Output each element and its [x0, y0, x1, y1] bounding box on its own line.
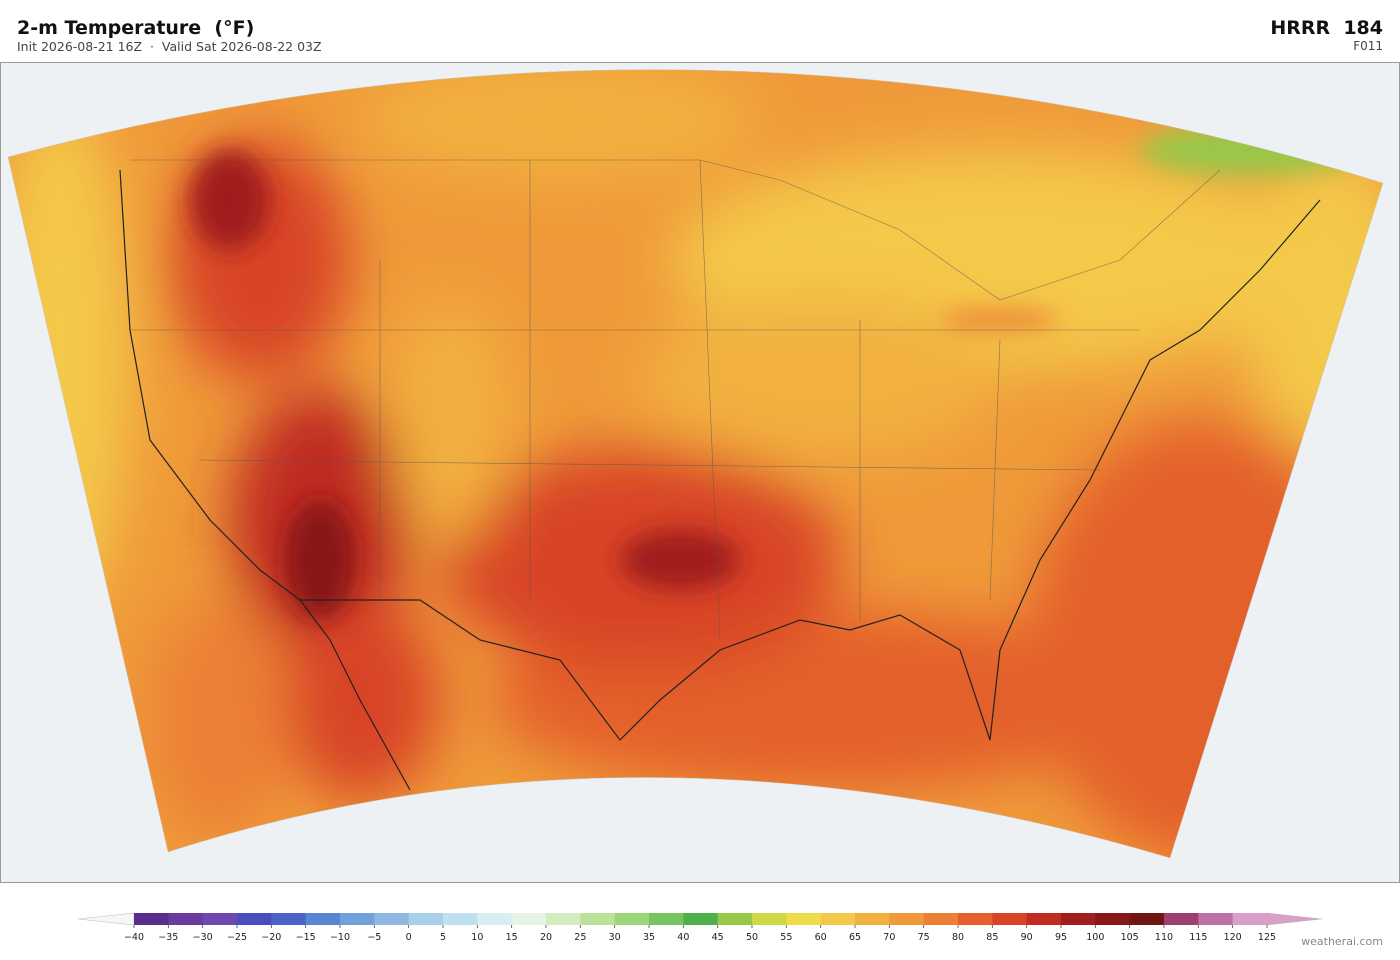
colorbar-cell: [271, 913, 306, 925]
colorbar-tick-label: −35: [158, 932, 178, 943]
colorbar-cell: [923, 913, 959, 925]
colorbar-cell: [683, 913, 718, 925]
colorbar-tick-label: 50: [746, 932, 758, 943]
colorbar-tick-label: −40: [124, 932, 144, 943]
colorbar-tick-label: 125: [1258, 932, 1276, 943]
colorbar-tick-label: −25: [227, 932, 247, 943]
colorbar-cell: [340, 913, 375, 925]
colorbar-tick-label: 100: [1086, 932, 1104, 943]
domain-edge: [7, 69, 1384, 859]
colorbar-tick-label: 65: [849, 932, 861, 943]
credit: weatherai.com: [1301, 935, 1383, 948]
colorbar-tick-label: 35: [643, 932, 655, 943]
colorbar-tick-label: 15: [506, 932, 518, 943]
colorbar-over: [1266, 912, 1323, 926]
forecast-hour: F011: [1353, 39, 1383, 53]
colorbar-cell: [649, 913, 684, 925]
map-title: 2-m Temperature (°F): [17, 17, 254, 39]
colorbar-cell: [786, 913, 821, 925]
colorbar-cell: [305, 913, 341, 925]
colorbar-cell: [1129, 913, 1165, 925]
colorbar-tick-label: −30: [193, 932, 213, 943]
colorbar-tick-label: 105: [1121, 932, 1139, 943]
colorbar-tick-label: 80: [952, 932, 964, 943]
colorbar-tick-label: 120: [1224, 932, 1242, 943]
colorbar-tick-label: 20: [540, 932, 552, 943]
colorbar-cell: [168, 913, 203, 925]
colorbar-tick-label: 40: [677, 932, 689, 943]
colorbar-cell: [1198, 913, 1233, 925]
colorbar-cell: [717, 913, 753, 925]
colorbar-tick-label: 5: [440, 932, 446, 943]
colorbar-cell: [958, 913, 993, 925]
colorbar-cell: [752, 913, 787, 925]
colorbar-tick-label: 110: [1155, 932, 1173, 943]
temperature-field: [8, 69, 1383, 858]
colorbar-cell: [992, 913, 1027, 925]
colorbar-cell: [134, 913, 169, 925]
colorbar-cell: [237, 913, 272, 925]
colorbar-tick-label: 10: [471, 932, 483, 943]
colorbar-cell: [1061, 913, 1096, 925]
colorbar-under: [77, 912, 135, 926]
colorbar-cell: [374, 913, 409, 925]
colorbar-cell: [477, 913, 512, 925]
colorbar-tick-label: −15: [296, 932, 316, 943]
colorbar-cell: [443, 913, 478, 925]
model-label: HRRR 184: [1270, 17, 1383, 39]
colorbar-tick-label: 60: [815, 932, 827, 943]
colorbar-cell: [614, 913, 650, 925]
colorbar-cell: [511, 913, 547, 925]
map-subtitle: Init 2026-08-21 16Z · Valid Sat 2026-08-…: [17, 39, 322, 54]
colorbar-cell: [408, 913, 444, 925]
colorbar-tick-label: 55: [780, 932, 792, 943]
colorbar-tick-label: 70: [883, 932, 895, 943]
colorbar-tick-label: 45: [712, 932, 724, 943]
colorbar-cell: [820, 913, 856, 925]
colorbar-tick-label: 90: [1021, 932, 1033, 943]
colorbar-cell: [546, 913, 581, 925]
colorbar-tick-label: 85: [986, 932, 998, 943]
colorbar-cell: [580, 913, 615, 925]
colorbar-tick-label: 25: [574, 932, 586, 943]
colorbar-cell: [1164, 913, 1199, 925]
colorbar-cell: [1232, 913, 1268, 925]
colorbar-tick-label: 75: [918, 932, 930, 943]
colorbar-cell: [889, 913, 924, 925]
colorbar-cell: [1095, 913, 1130, 925]
colorbar-tick-label: 0: [406, 932, 412, 943]
colorbar-tick-label: −5: [367, 932, 381, 943]
colorbar-tick-label: −10: [330, 932, 350, 943]
colorbar-tick-label: −20: [261, 932, 281, 943]
colorbar-cell: [1026, 913, 1062, 925]
colorbar-cell: [202, 913, 238, 925]
colorbar-tick-label: 115: [1189, 932, 1207, 943]
colorbar-tick-label: 95: [1055, 932, 1067, 943]
colorbar-cell: [855, 913, 890, 925]
colorbar-tick-label: 30: [609, 932, 621, 943]
